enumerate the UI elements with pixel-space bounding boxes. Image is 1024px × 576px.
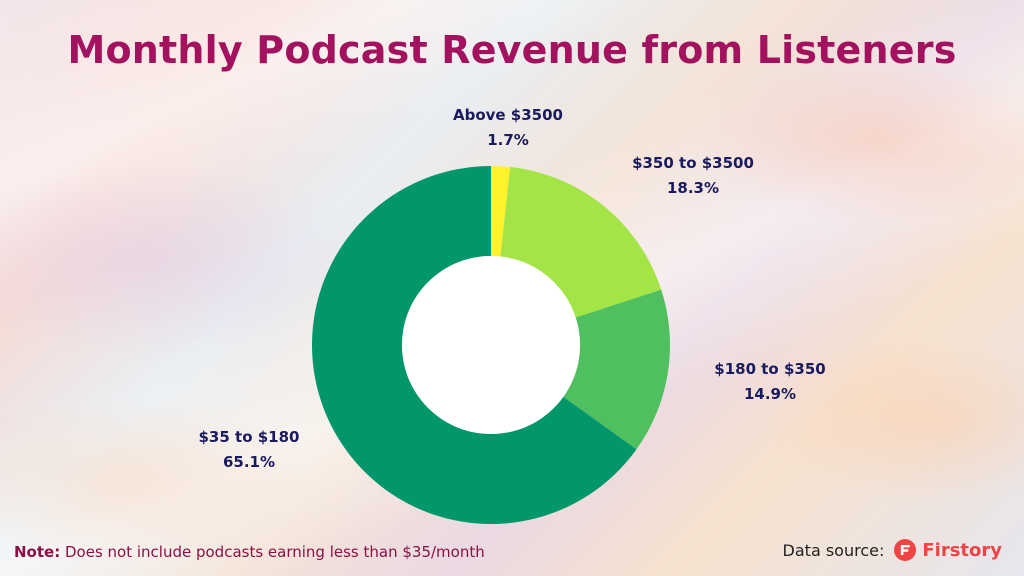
footnote-key: Note: xyxy=(14,543,61,561)
label-category-180-to-350: $180 to $350 xyxy=(714,360,825,378)
data-source-label: Data source: xyxy=(782,540,885,560)
label-category-above-3500: Above $3500 xyxy=(453,106,563,124)
data-source: Data source: Firstory xyxy=(783,539,1002,561)
donut-hole xyxy=(402,256,580,434)
label-value-35-to-180: 65.1% xyxy=(223,453,275,471)
label-value-above-3500: 1.7% xyxy=(487,131,529,149)
firstory-logo-icon xyxy=(894,539,917,561)
footnote-text: Does not include podcasts earning less t… xyxy=(64,543,485,561)
slice-350-to-3500 xyxy=(500,167,662,318)
label-category-350-to-3500: $350 to $3500 xyxy=(632,154,754,172)
chart-title: Monthly Podcast Revenue from Listeners xyxy=(67,28,957,72)
brand-logo[interactable]: Firstory xyxy=(894,539,1002,561)
label-category-35-to-180: $35 to $180 xyxy=(199,428,300,446)
slice-180-to-350 xyxy=(563,289,670,450)
footnote: Note: Does not include podcasts earning … xyxy=(14,543,485,561)
label-value-180-to-350: 14.9% xyxy=(744,385,796,403)
slice-above-3500 xyxy=(491,166,511,257)
label-value-350-to-3500: 18.3% xyxy=(667,179,719,197)
slice-35-to-180 xyxy=(311,166,637,524)
brand-name: Firstory xyxy=(922,539,1002,561)
